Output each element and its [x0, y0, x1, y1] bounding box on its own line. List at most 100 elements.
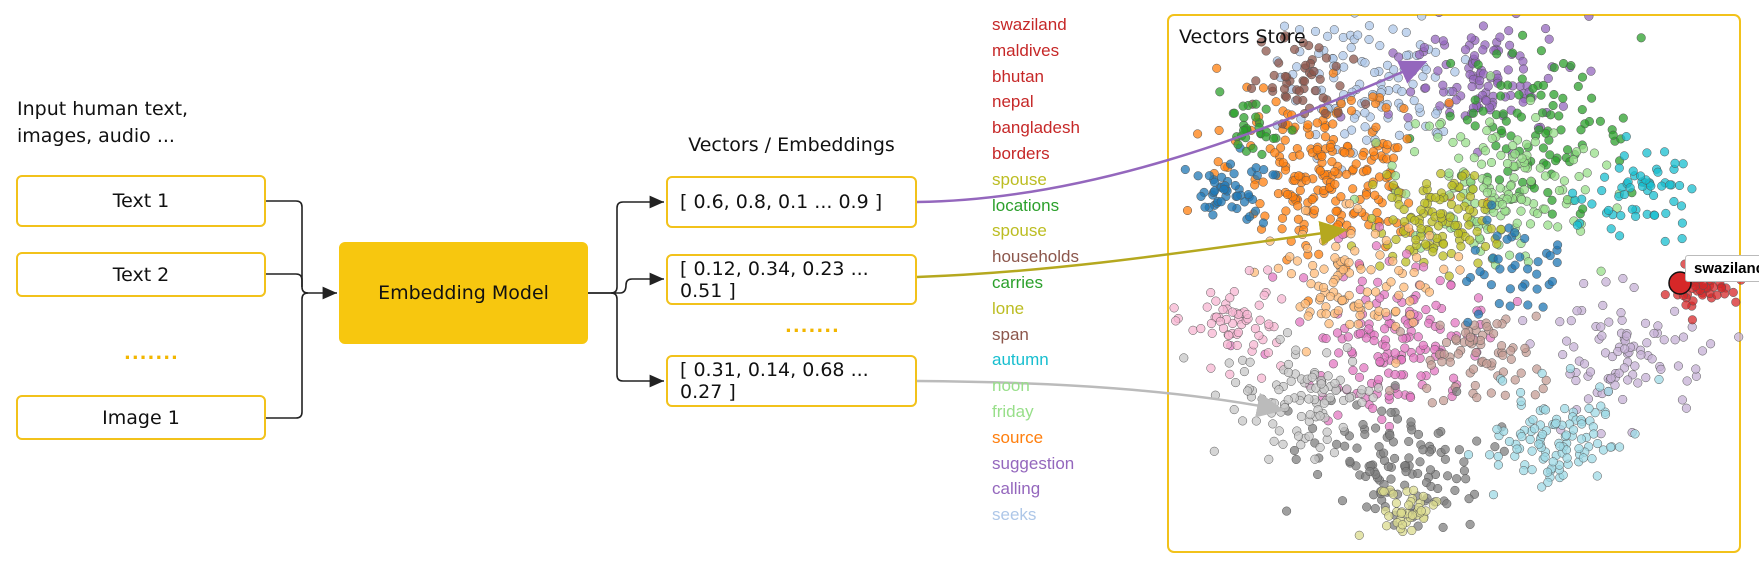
point — [1322, 348, 1332, 358]
point — [1494, 175, 1505, 185]
point — [1374, 374, 1384, 385]
word: suggestion — [992, 453, 1075, 473]
point — [1309, 205, 1320, 215]
point — [1229, 287, 1239, 297]
point — [1394, 52, 1404, 62]
point — [1296, 440, 1306, 450]
point — [1388, 180, 1399, 190]
point — [1617, 315, 1627, 325]
point — [1251, 76, 1261, 86]
point — [1563, 145, 1573, 155]
point — [1421, 65, 1431, 75]
point — [1391, 498, 1401, 508]
point — [1454, 153, 1464, 163]
point — [1473, 60, 1483, 70]
point — [1469, 171, 1480, 181]
point — [1406, 392, 1416, 403]
point — [1245, 357, 1255, 367]
point — [1405, 296, 1415, 306]
point — [1215, 87, 1225, 97]
point — [1394, 130, 1404, 140]
point — [1370, 504, 1380, 514]
point — [1330, 166, 1340, 177]
point — [1506, 181, 1516, 191]
point — [1466, 33, 1476, 43]
point — [1399, 103, 1409, 114]
point — [1243, 190, 1253, 200]
point — [1293, 431, 1304, 441]
point — [1371, 138, 1381, 148]
point — [1478, 106, 1488, 116]
point — [1257, 149, 1267, 159]
point — [1660, 290, 1670, 300]
point — [1503, 65, 1513, 75]
point — [1214, 125, 1224, 135]
point — [1180, 164, 1190, 175]
point — [1537, 368, 1547, 378]
point — [1300, 205, 1311, 216]
point — [1430, 34, 1440, 44]
point — [1390, 381, 1400, 391]
point — [1231, 378, 1241, 388]
point — [1485, 450, 1495, 460]
point — [1433, 428, 1443, 438]
point — [1229, 108, 1239, 118]
point — [1258, 177, 1268, 187]
point — [1381, 307, 1391, 318]
point — [1325, 291, 1335, 302]
point — [1377, 414, 1387, 424]
point — [1540, 171, 1550, 181]
point — [1444, 98, 1454, 108]
point — [1554, 111, 1564, 121]
store-title: Vectors Store — [1179, 26, 1306, 48]
point — [1388, 256, 1398, 266]
point — [1618, 273, 1628, 284]
point — [1274, 426, 1284, 436]
point — [1388, 153, 1399, 163]
point — [1280, 71, 1290, 82]
point — [1492, 49, 1502, 59]
point — [1621, 132, 1631, 142]
point — [1549, 89, 1559, 100]
point — [1608, 130, 1618, 140]
point — [1445, 111, 1455, 121]
point — [1402, 50, 1412, 60]
point — [1254, 300, 1264, 310]
point — [1572, 147, 1582, 157]
point — [1371, 241, 1381, 251]
point — [1455, 265, 1465, 275]
point — [1441, 337, 1452, 348]
point — [1443, 471, 1453, 481]
point — [1233, 140, 1243, 150]
point — [1457, 171, 1467, 181]
point — [1375, 357, 1385, 367]
point — [1404, 500, 1414, 510]
point — [1498, 350, 1508, 360]
point — [1327, 157, 1337, 167]
point — [1472, 436, 1482, 446]
point — [1447, 180, 1457, 191]
point — [1225, 369, 1235, 379]
arrow-purple — [916, 60, 1428, 204]
point — [1450, 220, 1460, 230]
point — [1636, 171, 1646, 181]
point — [1677, 218, 1687, 228]
point — [1304, 394, 1314, 404]
point — [1392, 414, 1403, 424]
point — [1571, 376, 1581, 386]
point — [1393, 143, 1403, 153]
point — [1212, 63, 1222, 73]
point — [1353, 204, 1363, 214]
word: calling — [992, 479, 1041, 499]
point — [1541, 24, 1551, 34]
point — [1269, 436, 1279, 446]
point — [1182, 205, 1193, 216]
point — [1462, 212, 1473, 222]
point — [1413, 332, 1423, 342]
point — [1619, 151, 1629, 161]
point — [1677, 395, 1687, 405]
point — [1520, 233, 1530, 244]
point — [1486, 388, 1496, 398]
point — [1420, 239, 1431, 249]
point — [1461, 474, 1471, 484]
